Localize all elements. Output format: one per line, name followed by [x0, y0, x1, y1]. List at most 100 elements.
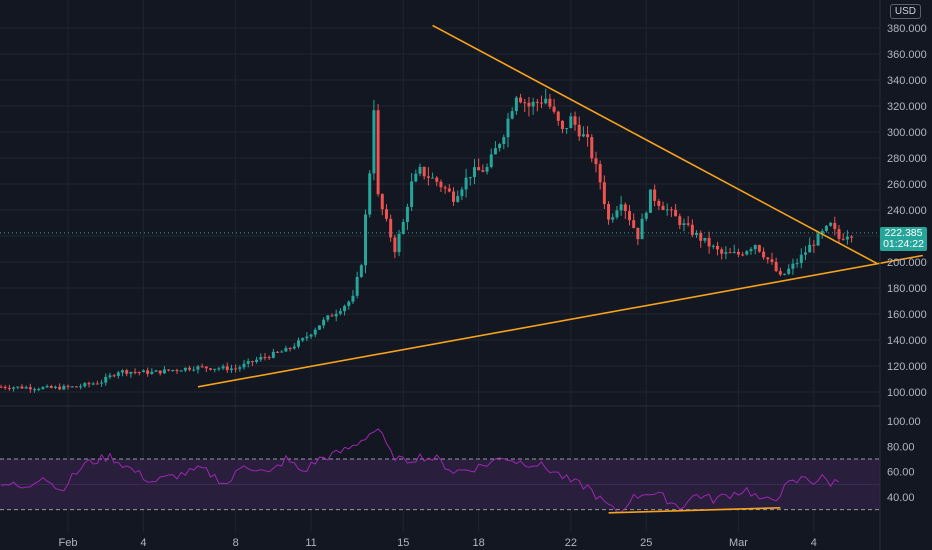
candle-body: [380, 194, 384, 210]
price-tick-label: 300.000: [887, 127, 927, 139]
candle-body: [213, 368, 217, 370]
candle-body: [125, 370, 129, 374]
candle-body: [506, 118, 510, 138]
candle-body: [661, 205, 665, 210]
candle-body: [28, 387, 32, 390]
candle-body: [284, 348, 288, 352]
price-tick-label: 340.000: [887, 75, 927, 87]
candle-body: [762, 251, 766, 258]
candle-body: [586, 134, 590, 138]
rsi-tick-label: 80.00: [887, 441, 915, 453]
candle-body: [552, 106, 556, 112]
candle-body: [498, 144, 502, 149]
rsi-axis[interactable]: 100.00 80.00 60.00 40.00: [887, 416, 921, 504]
candle-body: [741, 254, 745, 256]
rsi-overbought-oversold-band: [0, 458, 880, 511]
candle-body: [229, 368, 233, 371]
rsi-line: [0, 428, 840, 513]
candle-body: [150, 371, 154, 374]
candle-body: [309, 334, 313, 337]
candle-body: [615, 210, 619, 218]
candle-body: [116, 372, 120, 376]
rsi-series[interactable]: [0, 428, 840, 513]
candle-body: [133, 371, 137, 373]
candle-body: [598, 164, 602, 183]
candle-body: [581, 134, 585, 137]
candle-body: [112, 375, 116, 377]
candle-body: [37, 389, 41, 391]
candle-body: [439, 181, 443, 188]
price-axis[interactable]: 380.000 360.000 340.000 320.000 300.000 280.0…: [887, 23, 927, 399]
candle-body: [418, 166, 422, 174]
candle-body: [70, 386, 74, 388]
candle-body: [276, 351, 280, 353]
candle-body: [749, 249, 753, 252]
candle-body: [774, 261, 778, 272]
candle-body: [577, 124, 581, 137]
candle-body: [91, 383, 95, 385]
candle-body: [803, 252, 807, 255]
candle-body: [410, 181, 414, 207]
candle-body: [334, 313, 338, 317]
candle-body: [456, 196, 460, 202]
price-tick-label: 240.000: [887, 205, 927, 217]
candle-body: [787, 268, 791, 274]
candle-body: [732, 251, 736, 253]
descending-trendline: [432, 24, 878, 265]
candle-body: [368, 173, 372, 215]
candle-body: [678, 216, 682, 226]
candle-body: [690, 224, 694, 235]
candle-body: [393, 237, 397, 253]
candle-body: [246, 361, 250, 364]
candle-body: [74, 386, 78, 388]
candle-body: [100, 382, 104, 384]
candle-body: [514, 97, 518, 112]
candle-body: [640, 218, 644, 240]
price-tick-label: 280.000: [887, 153, 927, 165]
candle-body: [799, 254, 803, 264]
candle-body: [58, 386, 62, 390]
candle-body: [305, 336, 309, 339]
candle-body: [720, 249, 724, 254]
candle-body: [452, 191, 456, 202]
candle-body: [280, 351, 284, 353]
candle-body: [263, 356, 267, 358]
candle-body: [313, 329, 317, 335]
candlestick-series[interactable]: [0, 88, 854, 393]
candle-body: [829, 222, 833, 226]
candle-body: [523, 102, 527, 104]
candle-body: [16, 386, 20, 388]
price-tick-label: 140.000: [887, 335, 927, 347]
candle-body: [175, 369, 179, 371]
time-axis[interactable]: Feb 4 8 11 15 18 22 25 Mar 4: [59, 537, 817, 549]
candle-body: [296, 340, 300, 347]
currency-label[interactable]: USD: [889, 4, 921, 19]
candle-body: [141, 370, 145, 373]
candle-body: [477, 167, 481, 171]
price-tick-label: 380.000: [887, 23, 927, 35]
candle-body: [267, 357, 271, 359]
candle-body: [481, 170, 485, 172]
candle-body: [845, 236, 849, 240]
rsi-tick-label: 40.00: [887, 492, 915, 504]
candle-body: [665, 209, 669, 211]
candle-body: [657, 200, 661, 206]
candle-body: [619, 204, 623, 211]
candle-body: [338, 311, 342, 314]
candle-body: [489, 154, 493, 168]
candle-body: [221, 366, 225, 369]
time-tick-label: 15: [397, 537, 409, 549]
time-tick-label: Feb: [59, 537, 78, 549]
trendline-drawings[interactable]: [197, 24, 923, 514]
candle-body: [326, 315, 330, 320]
candle-body: [24, 387, 28, 389]
candle-body: [770, 259, 774, 262]
candle-body: [510, 111, 514, 119]
candle-body: [330, 315, 334, 317]
price-tick-label: 120.000: [887, 361, 927, 373]
candle-body: [250, 361, 254, 363]
candle-body: [104, 376, 108, 383]
candle-body: [795, 263, 799, 265]
candle-body: [234, 368, 238, 370]
